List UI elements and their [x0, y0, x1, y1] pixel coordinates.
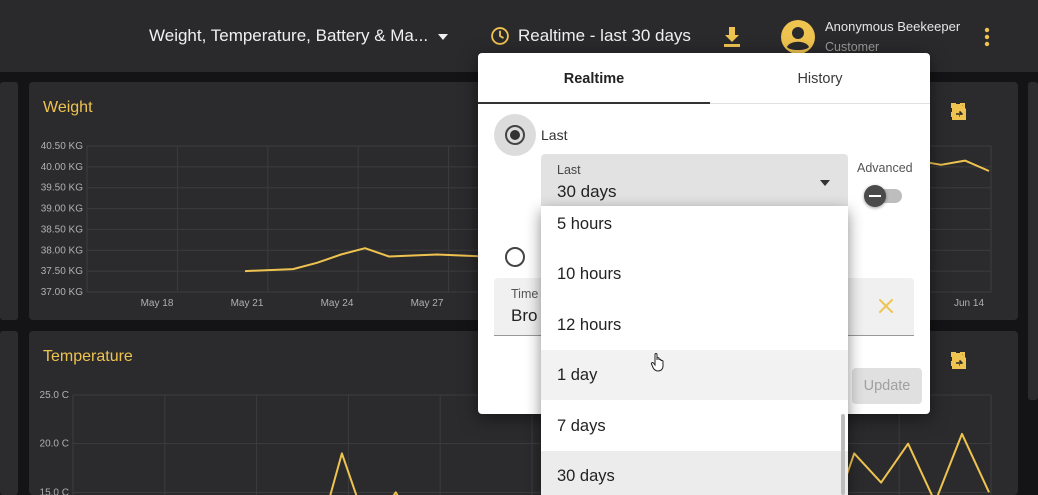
y-tick-label: 40.00 KG: [41, 162, 83, 173]
x-tick-label: May 18: [141, 298, 174, 309]
option-10-hours[interactable]: 10 hours: [557, 264, 622, 283]
y-tick-label: 20.0 C: [40, 439, 69, 450]
chevron-down-icon: [820, 180, 830, 186]
widget-title: Weight: [43, 99, 93, 116]
y-tick-label: 37.00 KG: [41, 287, 83, 298]
x-tick-label: May 24: [321, 298, 354, 309]
select-label: Last: [557, 163, 581, 177]
timezone-field-label: Time: [511, 287, 539, 301]
y-tick-label: 38.50 KG: [41, 224, 83, 235]
option-12-hours[interactable]: 12 hours: [557, 315, 622, 334]
radio-last[interactable]: [505, 125, 525, 145]
y-tick-label: 39.00 KG: [41, 204, 83, 215]
hand-cursor-icon: [650, 353, 664, 372]
radio-last-label: Last: [541, 127, 568, 143]
tab-history[interactable]: History: [797, 70, 843, 87]
left-widget-edge: [0, 82, 18, 320]
fullscreen-icon[interactable]: [951, 352, 965, 366]
interval-options-list: 5 hours 10 hours 12 hours 1 day 7 days 3…: [541, 206, 848, 495]
right-widget-edge: [1028, 82, 1038, 400]
x-tick-label: Jun 14: [954, 298, 984, 309]
series-line: [329, 432, 990, 495]
timewindow-label: Realtime - last 30 days: [518, 26, 691, 45]
advanced-toggle-thumb[interactable]: [864, 185, 886, 207]
timewindow-tabs: Realtime History: [478, 53, 930, 104]
download-icon[interactable]: [722, 26, 742, 48]
y-tick-label: 39.50 KG: [41, 183, 83, 194]
timezone-field-value: Bro: [511, 306, 538, 325]
close-icon[interactable]: [878, 298, 894, 314]
clock-icon: [491, 27, 509, 45]
y-tick-label: 40.50 KG: [41, 141, 83, 152]
dropdown-scrollbar[interactable]: [841, 414, 845, 495]
advanced-label: Advanced: [857, 161, 913, 175]
y-tick-label: 15.0 C: [40, 487, 69, 495]
chevron-down-icon: [438, 34, 449, 40]
fullscreen-icon[interactable]: [951, 103, 965, 117]
active-tab-indicator: [478, 102, 710, 104]
radio-time-range[interactable]: [505, 247, 525, 267]
option-5-hours[interactable]: 5 hours: [557, 214, 613, 233]
option-7-days[interactable]: 7 days: [557, 416, 606, 435]
dashboard-state-label: Weight, Temperature, Battery & Ma...: [149, 26, 429, 45]
timewindow-button[interactable]: Realtime - last 30 days: [490, 26, 691, 46]
x-tick-label: May 27: [411, 298, 444, 309]
more-vert-icon[interactable]: [983, 27, 991, 47]
y-tick-label: 37.50 KG: [41, 266, 83, 277]
account-circle-icon[interactable]: [781, 20, 815, 54]
y-tick-label: 25.0 C: [40, 390, 69, 401]
widget-title: Temperature: [43, 348, 133, 365]
option-1-day[interactable]: 1 day: [541, 350, 848, 400]
option-30-days[interactable]: 30 days: [541, 451, 848, 495]
select-value: 30 days: [557, 182, 617, 201]
last-interval-select[interactable]: Last 30 days: [541, 154, 848, 212]
user-role: Customer: [825, 40, 880, 54]
user-name: Anonymous Beekeeper: [825, 19, 961, 34]
dashboard-state-selector[interactable]: Weight, Temperature, Battery & Ma...: [149, 26, 449, 46]
tab-realtime[interactable]: Realtime: [563, 70, 625, 87]
y-tick-label: 38.00 KG: [41, 245, 83, 256]
left-widget-edge: [0, 331, 18, 495]
x-tick-label: May 21: [231, 298, 264, 309]
update-button[interactable]: Update: [852, 368, 922, 404]
